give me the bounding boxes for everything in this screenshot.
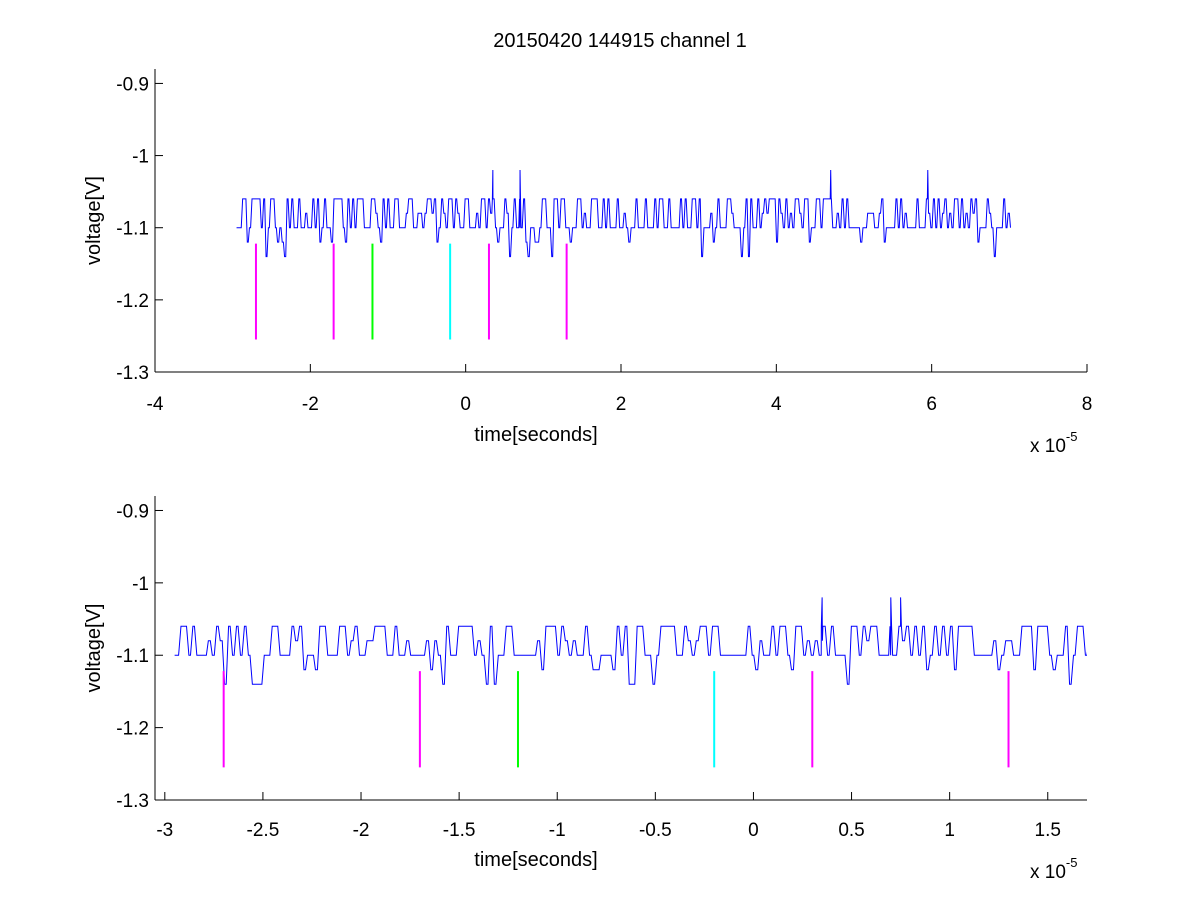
y-tick-label: -1.1 xyxy=(116,219,149,240)
y-tick-label: -1 xyxy=(132,574,149,595)
x-multiplier-exponent: -5 xyxy=(1066,429,1078,444)
x-tick-label: -1.5 xyxy=(443,820,476,841)
x-tick-label: 4 xyxy=(771,394,782,415)
x-tick-label: 2 xyxy=(616,394,627,415)
x-multiplier-base: x 10 xyxy=(1030,436,1066,457)
bottom-axes: -3 -2.5 -2 -1.5 -1 -0.5 0 0.5 1 1.5 -1.3 -1.2 -1.1 -1… xyxy=(83,496,1087,883)
signal-series-line xyxy=(174,597,1087,685)
y-tick-label: -1 xyxy=(132,147,149,168)
x-tick-label: -2 xyxy=(302,394,319,415)
top-axes: -4 -2 0 2 4 6 8 -1.3 -1.2 -1.1 -1 -0.9 time[seconds]… xyxy=(83,69,1092,457)
x-tick-label: 0 xyxy=(460,394,471,415)
x-multiplier-exponent: -5 xyxy=(1066,855,1078,870)
y-tick-label: -0.9 xyxy=(116,74,149,95)
x-tick-label: 0 xyxy=(748,820,759,841)
x-axis-multiplier: x 10-5 xyxy=(1030,855,1077,883)
x-axis-label: time[seconds] xyxy=(474,424,597,446)
x-multiplier-base: x 10 xyxy=(1030,862,1066,883)
figure-title: 20150420 144915 channel 1 xyxy=(493,30,747,52)
x-tick-label: 0.5 xyxy=(838,820,864,841)
y-tick-label: -1.2 xyxy=(116,291,149,312)
x-tick-label: -3 xyxy=(156,820,173,841)
x-tick-label: 8 xyxy=(1082,394,1093,415)
x-axis-label: time[seconds] xyxy=(474,849,597,871)
y-axis-label: voltage[V] xyxy=(83,176,105,265)
x-tick-label: 1 xyxy=(944,820,955,841)
y-tick-label: -1.3 xyxy=(116,791,149,812)
x-tick-label: -2.5 xyxy=(247,820,280,841)
y-tick-label: -0.9 xyxy=(116,501,149,522)
x-axis-multiplier: x 10-5 xyxy=(1030,429,1077,457)
x-tick-label: -1 xyxy=(549,820,566,841)
y-tick-label: -1.1 xyxy=(116,646,149,667)
y-tick-label: -1.3 xyxy=(116,363,149,384)
x-tick-label: -4 xyxy=(147,394,164,415)
x-tick-label: 1.5 xyxy=(1035,820,1061,841)
y-axis-label: voltage[V] xyxy=(83,604,105,693)
x-tick-label: -2 xyxy=(353,820,370,841)
x-tick-label: 6 xyxy=(926,394,937,415)
signal-series-line xyxy=(236,169,1011,258)
y-tick-label: -1.2 xyxy=(116,719,149,740)
x-tick-label: -0.5 xyxy=(639,820,672,841)
